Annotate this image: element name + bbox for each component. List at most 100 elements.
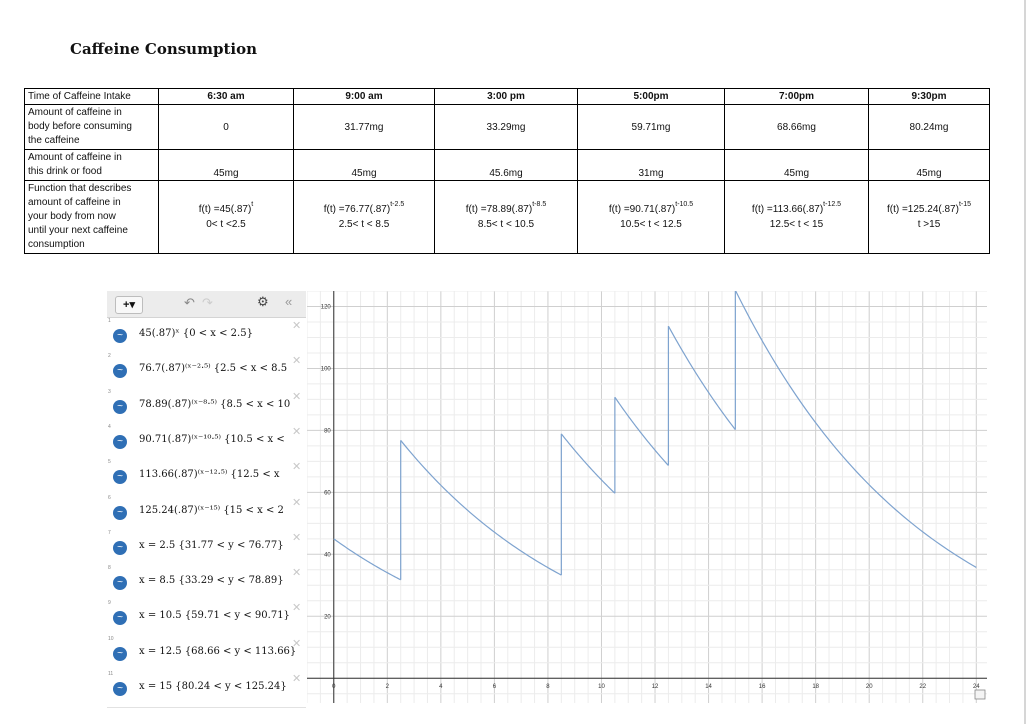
wave-icon[interactable]: ~ [113,682,127,696]
close-icon[interactable]: ✕ [292,390,302,403]
label-line: your body from now [28,211,116,222]
x-tick-label: 0 [332,684,336,690]
header-cell: 7:00pm [724,88,869,105]
expression-number: 3 [108,388,111,395]
expression-row[interactable]: 1 ~45(.87)ˣ {0 < x < 2.5} ✕ [107,318,306,355]
expression-text: 125.24(.87)⁽ˣ⁻¹⁵⁾ {15 < x < 2 [139,504,284,516]
table-cell: 68.66mg [724,104,869,150]
domain-text: 12.5< t < 15 [769,219,824,230]
function-cell: f(t) =125.24(.87)t-15 t >15 [868,180,990,254]
expression-row[interactable]: 5 ~113.66(.87)⁽ˣ⁻¹²·⁵⁾ {12.5 < x ✕ [107,459,306,497]
table-cell: 45mg [724,149,869,181]
function-text: f(t) =125.24(.87) [886,204,959,215]
expression-number: 5 [108,459,111,466]
expression-text: 113.66(.87)⁽ˣ⁻¹²·⁵⁾ {12.5 < x [139,469,280,481]
y-tick-label: 100 [321,366,332,372]
close-icon[interactable]: ✕ [292,602,302,615]
expression-row[interactable]: 8 ~ x = 8.5 {33.29 < y < 78.89} ✕ [107,565,306,603]
redo-icon[interactable]: ↷ [202,295,213,310]
expression-text: x = 2.5 {31.77 < y < 76.77} [139,539,284,551]
table-cell: 31mg [577,149,725,181]
label-line: until your next caffeine [28,225,128,236]
page-edge [1024,0,1026,724]
wave-icon[interactable]: ~ [113,576,127,591]
close-icon[interactable]: ✕ [292,531,302,544]
table-cell: 45mg [158,149,294,181]
expression-row[interactable]: 11 ~ x = 15 {80.24 < y < 125.24} ✕ [107,671,306,708]
x-tick-label: 24 [973,684,980,690]
x-tick-label: 20 [866,684,873,690]
close-icon[interactable]: ✕ [292,637,302,650]
y-tick-label: 120 [321,304,332,310]
function-cell: f(t) =78.89(.87)t-8.5 8.5< t < 10.5 [434,180,578,254]
expression-row[interactable]: 2 ~76.7(.87)⁽ˣ⁻²·⁵⁾ {2.5 < x < 8.5 ✕ [107,353,306,391]
wave-icon[interactable]: ~ [113,399,127,414]
function-cell: f(t) =76.77(.87)t-2.5 2.5< t < 8.5 [293,180,435,254]
wave-icon[interactable]: ~ [113,434,127,449]
page-title: Caffeine Consumption [70,40,257,58]
x-tick-label: 4 [439,684,443,690]
header-cell: 9:00 am [293,88,435,105]
expression-number: 2 [108,353,111,360]
y-tick-label: 40 [324,552,331,558]
expression-row[interactable]: 7 ~ x = 2.5 {31.77 < y < 76.77} ✕ [107,529,306,567]
caffeine-table: Time of Caffeine Intake 6:30 am 9:00 am … [24,88,990,254]
expression-number: 8 [108,565,111,572]
function-cell: f(t) =45(.87)t 0< t <2.5 [158,180,294,254]
expression-number: 1 [108,318,111,324]
wave-icon[interactable]: ~ [113,470,127,485]
expression-row[interactable]: 4 ~90.71(.87)⁽ˣ⁻¹⁰·⁵⁾ {10.5 < x < ✕ [107,423,306,461]
gear-icon[interactable]: ⚙ [257,294,269,309]
close-icon[interactable]: ✕ [292,673,302,685]
expression-row[interactable]: 9 ~ x = 10.5 {59.71 < y < 90.71} ✕ [107,600,306,638]
wave-icon[interactable]: ~ [113,505,127,520]
expression-row[interactable]: 3 ~78.89(.87)⁽ˣ⁻⁸·⁵⁾ {8.5 < x < 10 ✕ [107,388,306,426]
series-line [614,396,669,466]
wave-icon[interactable]: ~ [113,364,127,379]
expression-text: x = 12.5 {68.66 < y < 113.66} [139,645,297,657]
close-icon[interactable]: ✕ [292,355,302,368]
wave-icon[interactable]: ~ [113,611,127,626]
label-line: consumption [28,239,85,250]
keypad-icon [974,689,986,700]
x-tick-label: 18 [812,684,819,690]
expression-row[interactable]: 6 ~125.24(.87)⁽ˣ⁻¹⁵⁾ {15 < x < 2 ✕ [107,494,306,532]
collapse-list-icon[interactable]: « [285,294,293,309]
label-line: the caffeine [28,135,80,146]
x-tick-label: 12 [652,684,659,690]
graphing-calculator: +▾ ↶ ↷ ⚙ « 1 ~45(.87)ˣ {0 < x < 2.5} ✕ 2 ~76… [107,291,987,708]
x-tick-label: 10 [598,684,605,690]
x-tick-label: 6 [493,684,497,690]
x-tick-label: 2 [386,684,390,690]
table-row: Amount of caffeine in body before consum… [24,104,990,150]
close-icon[interactable]: ✕ [292,320,302,332]
exponent: t-8.5 [532,201,547,208]
table-cell: 45.6mg [434,149,578,181]
close-icon[interactable]: ✕ [292,567,302,580]
expression-text: 45(.87)ˣ {0 < x < 2.5} [139,328,253,339]
exponent: t-12.5 [823,201,842,208]
undo-icon[interactable]: ↶ [184,295,195,310]
wave-icon[interactable]: ~ [113,540,127,555]
expression-text: x = 15 {80.24 < y < 125.24} [139,681,287,692]
add-expression-button[interactable]: +▾ [115,296,143,314]
function-cell: f(t) =90.71(.87)t-10.5 10.5< t < 12.5 [577,180,725,254]
wave-icon[interactable]: ~ [113,329,127,343]
expression-text: 78.89(.87)⁽ˣ⁻⁸·⁵⁾ {8.5 < x < 10 [139,398,291,410]
calculator-toolbar: +▾ ↶ ↷ ⚙ « [107,291,306,318]
close-icon[interactable]: ✕ [292,425,302,438]
series-line [333,538,401,581]
wave-icon[interactable]: ~ [113,646,127,661]
table-row: Amount of caffeine in this drink or food… [24,149,990,181]
expression-row[interactable]: 10 ~ x = 12.5 {68.66 < y < 113.66} ✕ [107,635,306,673]
header-cell: Time of Caffeine Intake [24,88,159,105]
row-label: Amount of caffeine in body before consum… [24,104,159,150]
y-tick-label: 60 [324,490,331,496]
table-cell: 45mg [293,149,435,181]
header-cell: 9:30pm [868,88,990,105]
label-line: Amount of caffeine in [28,107,122,118]
close-icon[interactable]: ✕ [292,496,302,509]
series-line [667,325,736,431]
close-icon[interactable]: ✕ [292,461,302,474]
